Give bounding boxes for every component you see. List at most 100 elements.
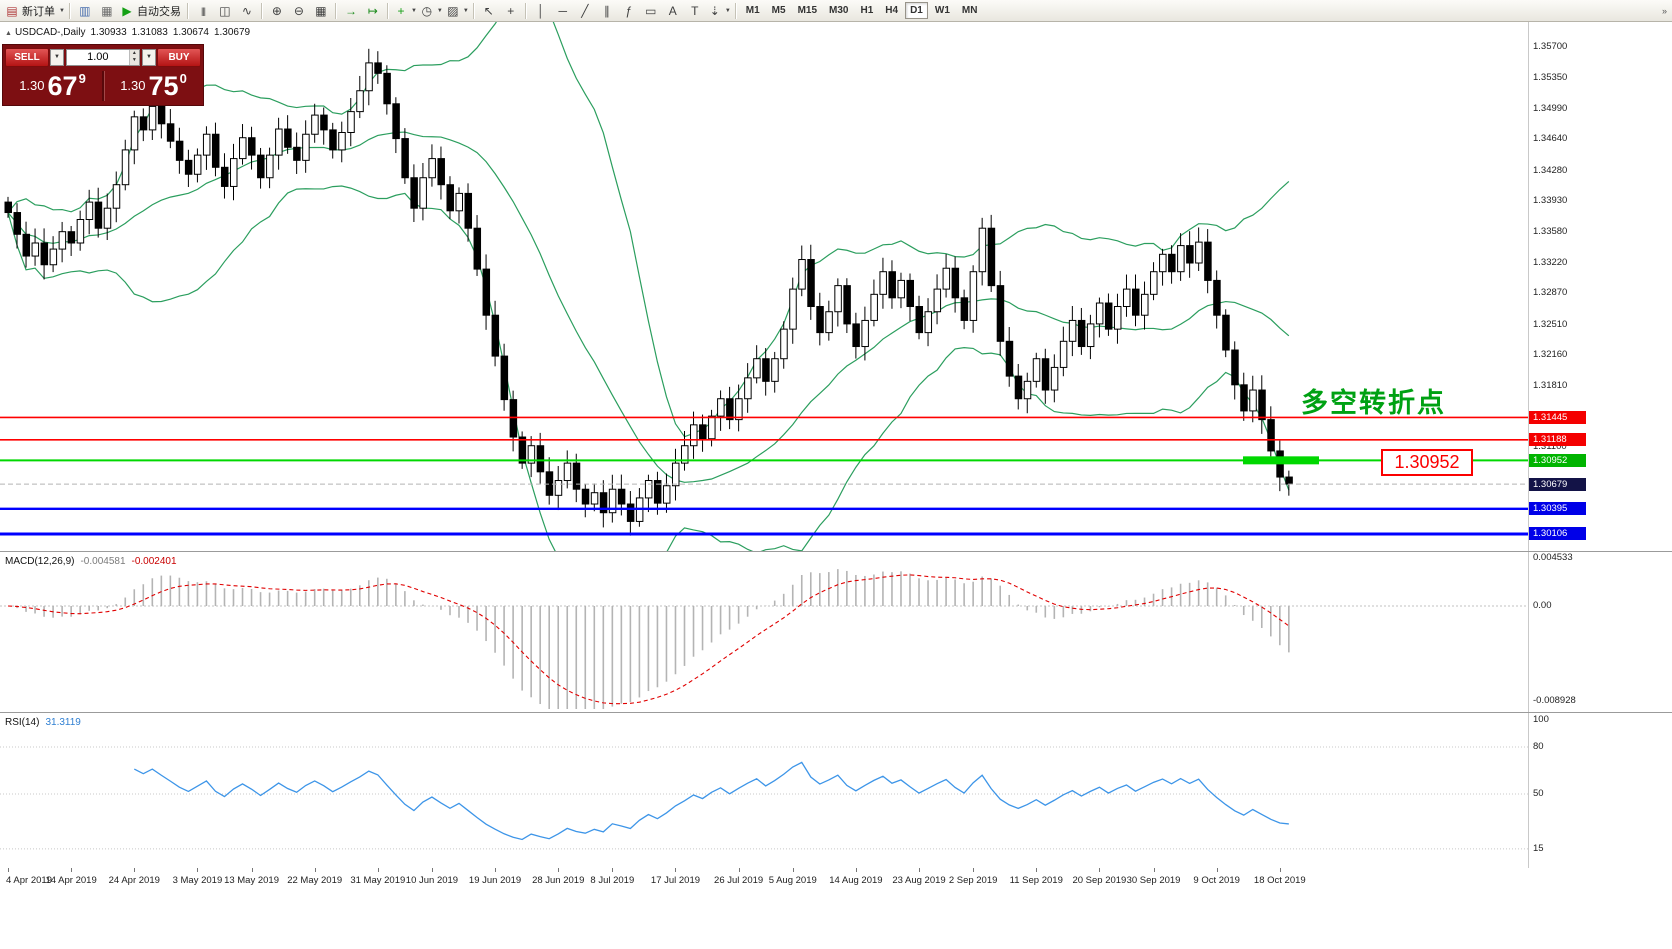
- support-price-label[interactable]: 1.30952: [1381, 449, 1473, 476]
- autotrading-play-icon: ▶: [122, 3, 132, 18]
- open-value: 1.30933: [90, 27, 127, 38]
- templates-icon[interactable]: ▨ ▼: [445, 2, 469, 20]
- line-chart-icon: ∿: [241, 3, 252, 18]
- zoom-out-icon[interactable]: ⊖: [289, 2, 309, 20]
- date-label: 20 Sep 2019: [1072, 875, 1127, 886]
- text-label-icon[interactable]: T: [685, 2, 705, 20]
- date-tick: [1279, 868, 1281, 872]
- price-axis-label: 1.34280: [1533, 164, 1568, 176]
- periods-icon: ◷: [421, 3, 433, 18]
- price-axis[interactable]: 1.35700 1.35350 1.34990 1.34640 1.34280 1.339…: [1529, 0, 1672, 949]
- macd-axis-label: 0.00: [1533, 600, 1552, 611]
- volume-increase-button[interactable]: ▲: [129, 49, 139, 57]
- timeframe-m15-button[interactable]: M15: [797, 5, 818, 16]
- candlestick-chart-icon[interactable]: ◫: [215, 2, 235, 20]
- candle: [148, 105, 157, 131]
- date-tick: [377, 868, 379, 872]
- timeframe-m5-button[interactable]: M5: [771, 5, 786, 16]
- candle: [1186, 245, 1194, 264]
- charts-window-icon[interactable]: ▥: [75, 2, 95, 20]
- cursor-icon[interactable]: ↖: [479, 2, 499, 20]
- candle: [1141, 293, 1149, 316]
- candle: [545, 471, 554, 496]
- pane-separator[interactable]: [0, 712, 1672, 713]
- rsi-title: RSI(14): [5, 717, 40, 728]
- candle: [4, 201, 12, 214]
- chevron-down-icon: ▼: [724, 7, 731, 14]
- rsi-value: 31.3119: [45, 717, 81, 728]
- crosshair-icon[interactable]: +: [501, 2, 521, 20]
- equidistant-channel-icon[interactable]: ∥: [597, 2, 617, 20]
- candle: [1132, 288, 1140, 316]
- candle: [184, 159, 193, 175]
- volume-decrease-button[interactable]: ▼: [129, 57, 139, 65]
- price-chart-pane[interactable]: [0, 22, 1672, 551]
- tile-windows-icon[interactable]: ▦: [311, 2, 331, 20]
- date-tick: [1036, 868, 1038, 872]
- volume-input[interactable]: [67, 49, 129, 65]
- candle: [608, 488, 617, 514]
- buy-button[interactable]: BUY: [157, 47, 201, 67]
- candle: [1240, 384, 1248, 412]
- candle: [807, 259, 815, 308]
- candle: [121, 149, 130, 186]
- timeframe-m30-button[interactable]: M30: [829, 5, 849, 16]
- indicators-icon[interactable]: + ▼: [393, 2, 416, 20]
- candle: [1068, 319, 1077, 342]
- auto-scroll-icon[interactable]: →: [341, 2, 361, 20]
- zoom-in-icon[interactable]: ⊕: [267, 2, 287, 20]
- horizontal-line-icon[interactable]: ─: [553, 2, 573, 20]
- macd-axis-label: -0.008928: [1533, 694, 1576, 706]
- chart-shift-icon[interactable]: ↦: [363, 2, 383, 20]
- timeframe-w1-button[interactable]: W1: [934, 5, 950, 16]
- timeframe-d1-button[interactable]: D1: [905, 2, 928, 19]
- candle: [464, 192, 473, 229]
- candle: [735, 398, 743, 421]
- toolbar-overflow-icon[interactable]: »: [1661, 5, 1667, 16]
- date-tick: [919, 868, 921, 872]
- timeframe-h1-button[interactable]: H1: [860, 5, 874, 16]
- buy-price[interactable]: 1.30 75 0: [104, 71, 203, 101]
- candle: [1023, 380, 1032, 400]
- sell-options-dropdown[interactable]: ▼: [50, 48, 64, 66]
- macd-axis-label: 0.004533: [1533, 551, 1573, 563]
- candle: [112, 184, 121, 209]
- autotrading-button[interactable]: ▶ 自动交易: [119, 2, 183, 20]
- turning-point-annotation[interactable]: 多空转折点: [1301, 388, 1446, 418]
- periods-icon[interactable]: ◷ ▼: [419, 2, 443, 20]
- rsi-axis-label: 100: [1533, 714, 1549, 725]
- candle: [753, 358, 761, 379]
- candle: [130, 116, 139, 151]
- candle: [852, 323, 860, 348]
- arrows-icon[interactable]: ⇣ ▼: [707, 2, 731, 20]
- collapse-panel-icon[interactable]: ▲: [5, 30, 12, 37]
- bar-chart-icon[interactable]: |||: [193, 2, 213, 20]
- macd-indicator-pane[interactable]: [0, 552, 1672, 712]
- market-watch-icon[interactable]: ▦: [97, 2, 117, 20]
- trendline-icon[interactable]: ╱: [575, 2, 595, 20]
- text-icon[interactable]: A: [663, 2, 683, 20]
- vertical-line-icon[interactable]: │: [531, 2, 551, 20]
- sell-button[interactable]: SELL: [5, 47, 49, 67]
- timeframe-mn-button[interactable]: MN: [961, 5, 978, 16]
- date-label: 2 Sep 2019: [948, 875, 998, 886]
- buy-options-dropdown[interactable]: ▼: [142, 48, 156, 66]
- time-axis[interactable]: 4 Apr 2019 14 Apr 2019 24 Apr 2019 3 May 20…: [0, 868, 1672, 949]
- price-axis-label: 1.34990: [1533, 103, 1568, 114]
- line-chart-icon[interactable]: ∿: [237, 2, 257, 20]
- market-watch-icon: ▦: [101, 3, 113, 18]
- date-tick: [495, 868, 497, 872]
- candle: [1050, 366, 1059, 391]
- sell-price[interactable]: 1.30 67 9: [3, 71, 102, 101]
- candle: [31, 242, 40, 257]
- arrows-icon: ⇣: [709, 3, 720, 18]
- tile-windows-icon: ▦: [315, 3, 327, 18]
- new-order-button[interactable]: ▤ 新订单 ▼: [4, 2, 65, 20]
- pane-separator[interactable]: [0, 551, 1672, 552]
- rsi-indicator-pane[interactable]: [0, 713, 1672, 868]
- fibonacci-icon[interactable]: ƒ: [619, 2, 639, 20]
- date-label: 30 Sep 2019: [1126, 875, 1181, 886]
- shapes-icon[interactable]: ▭: [641, 2, 661, 20]
- timeframe-m1-button[interactable]: M1: [745, 5, 760, 16]
- timeframe-h4-button[interactable]: H4: [885, 5, 899, 16]
